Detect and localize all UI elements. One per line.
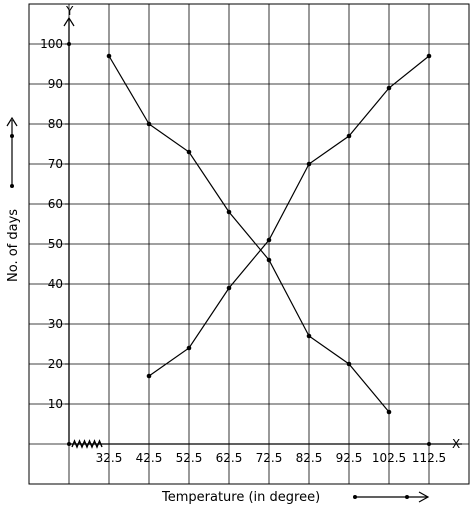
y-tick-label: 20 [48, 357, 63, 371]
y-direction-arrow [6, 116, 18, 188]
y-tick-label: 90 [48, 77, 63, 91]
data-point-series-2 [226, 285, 232, 291]
y-axis-name: Y [65, 4, 74, 18]
y-axis-arrowhead [63, 16, 75, 27]
data-point-series-1 [146, 121, 152, 127]
x-tick-label: 62.5 [216, 451, 243, 465]
x-axis-label: Temperature (in degree) [161, 490, 320, 505]
y-tick-label: 30 [48, 317, 63, 331]
series-group [106, 53, 432, 415]
x-axis-end-dot [427, 442, 431, 446]
data-point-series-1 [106, 53, 112, 59]
x-direction-arrow [353, 491, 430, 503]
x-axis-name: X [452, 437, 460, 451]
data-point-series-2 [266, 237, 272, 243]
data-point-series-2 [146, 373, 152, 379]
x-tick-label: 112.5 [412, 451, 446, 465]
y-tick-label: 50 [48, 237, 63, 251]
series-line-2 [148, 55, 430, 377]
y-tick-label: 100 [40, 37, 63, 51]
data-point-series-1 [386, 409, 392, 415]
tick-labels: 32.5 42.5 52.5 62.5 72.5 82.5 92.5 102.5 112.5 10… [40, 37, 446, 465]
y-tick-label: 40 [48, 277, 63, 291]
data-point-series-2 [426, 53, 432, 59]
y-tick-label: 10 [48, 397, 63, 411]
data-point-series-1 [306, 333, 312, 339]
x-tick-label: 32.5 [96, 451, 123, 465]
x-tick-label: 42.5 [136, 451, 163, 465]
y-tick-label: 60 [48, 197, 63, 211]
data-point-series-2 [186, 345, 192, 351]
grid [28, 3, 470, 485]
data-point-series-1 [266, 257, 272, 263]
x-tick-label: 102.5 [372, 451, 406, 465]
data-point-series-1 [346, 361, 352, 367]
data-point-series-1 [186, 149, 192, 155]
origin-dot [67, 442, 71, 446]
data-point-series-2 [306, 161, 312, 167]
x-tick-label: 92.5 [336, 451, 363, 465]
x-tick-label: 72.5 [256, 451, 283, 465]
axis-break-zigzag [71, 439, 103, 449]
y-axis-label: No. of days [6, 209, 21, 282]
data-point-series-2 [346, 133, 352, 139]
x-tick-label: 52.5 [176, 451, 203, 465]
y-tick-label: 80 [48, 117, 63, 131]
axes [63, 16, 462, 449]
y-tick-label: 70 [48, 157, 63, 171]
data-point-series-1 [226, 209, 232, 215]
data-point-series-2 [386, 85, 392, 91]
x-tick-label: 82.5 [296, 451, 323, 465]
series-line-1 [108, 55, 390, 413]
